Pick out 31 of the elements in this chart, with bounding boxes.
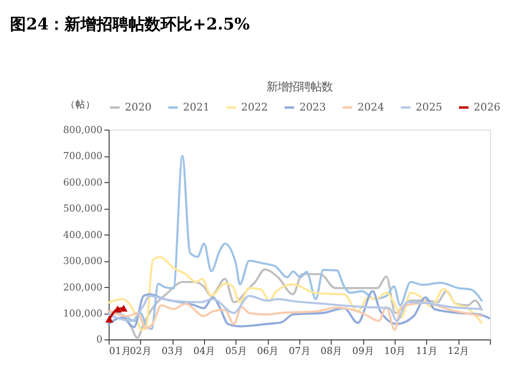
x-tick-label: 12月 [448, 346, 470, 358]
x-tick-label: 01月 [109, 346, 132, 358]
y-tick-label: 300,000 [63, 256, 102, 268]
legend-label: 2025 [416, 101, 442, 114]
x-tick-label: 11月 [416, 346, 438, 358]
legend-label: 2021 [183, 101, 210, 114]
x-tick-label: 10月 [384, 346, 406, 358]
y-tick-label: 600,000 [63, 177, 102, 188]
y-axis-title: （帖） [66, 98, 96, 110]
legend-label: 2024 [357, 101, 384, 114]
x-tick-label: 04月 [193, 346, 216, 358]
legend-label: 2020 [124, 101, 152, 114]
y-tick-label: 400,000 [63, 230, 102, 241]
chart-title: 图24：新增招聘帖数环比+2.5% [10, 14, 250, 34]
chart-subtitle: 新增招聘帖数 [266, 80, 332, 94]
y-tick-label: 700,000 [63, 151, 102, 162]
legend-label: 2022 [241, 101, 268, 114]
x-tick-label: 02月 [130, 346, 152, 358]
legend-label: 2023 [299, 101, 326, 114]
x-tick-label: 06月 [256, 346, 280, 358]
x-tick-label: 09月 [352, 346, 374, 358]
legend-label: 2026 [474, 101, 500, 114]
y-tick-label: 800,000 [63, 125, 102, 136]
y-tick-label: 500,000 [63, 204, 102, 215]
x-tick-label: 08月 [320, 346, 343, 358]
y-tick-label: 0 [96, 334, 102, 346]
x-tick-label: 05月 [225, 346, 248, 358]
y-tick-label: 100,000 [63, 308, 102, 320]
y-tick-label: 200,000 [63, 282, 102, 294]
x-tick-label: 03月 [162, 346, 184, 358]
x-tick-label: 07月 [288, 346, 311, 358]
